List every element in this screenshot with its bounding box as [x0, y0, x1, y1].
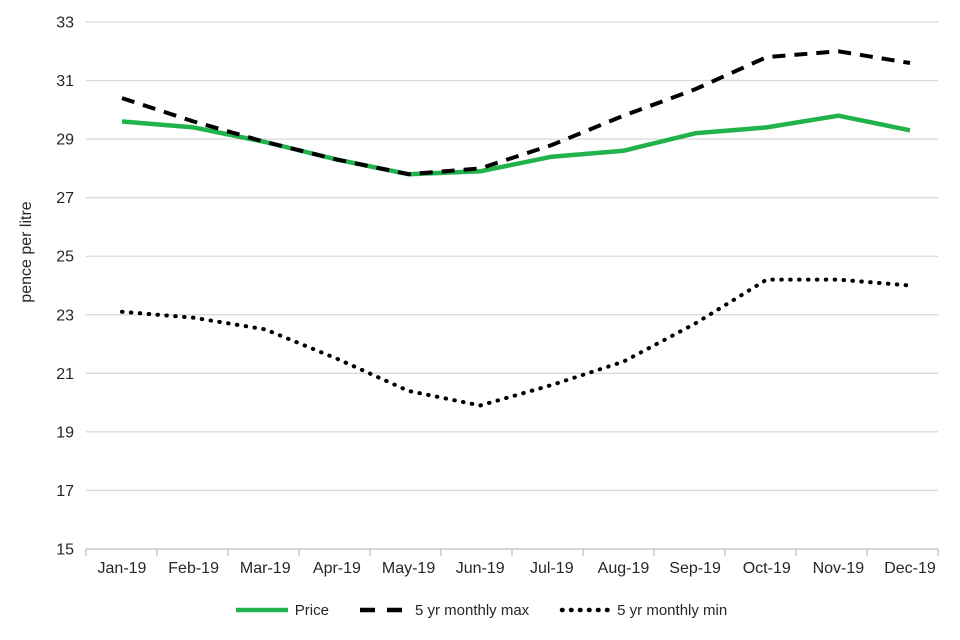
y-tick-label: 29 [56, 132, 74, 149]
x-tick-label: Aug-19 [598, 560, 650, 577]
y-tick-label: 33 [56, 15, 74, 32]
x-tick-label: Apr-19 [313, 560, 361, 577]
x-tick-label: Mar-19 [240, 560, 291, 577]
x-tick-label: Jun-19 [456, 560, 505, 577]
dashed-line-swatch-icon [359, 607, 410, 613]
x-tick-label: Sep-19 [669, 560, 721, 577]
legend-label-min: 5 yr monthly min [617, 601, 728, 619]
y-tick-label: 31 [56, 73, 74, 90]
y-tick-label: 15 [56, 542, 74, 559]
y-tick-label: 19 [56, 424, 74, 441]
legend-label-price: Price [294, 601, 329, 619]
solid-line-swatch-icon [235, 607, 288, 613]
series-line-dotted [120, 277, 912, 408]
x-tick-label: Dec-19 [884, 560, 936, 577]
y-tick-label: 21 [56, 366, 74, 383]
legend-label-max: 5 yr monthly max [414, 601, 530, 619]
x-tick-label: Jul-19 [530, 560, 574, 577]
legend-item-price: Price [233, 602, 329, 619]
y-tick-label: 23 [56, 307, 74, 324]
y-tick-label: 17 [56, 483, 74, 500]
x-tick-label: Oct-19 [743, 560, 791, 577]
dotted-line-swatch-icon [559, 607, 614, 613]
plot-area: pence per litre 15 17 19 21 23 25 27 29 31 33 Jan-… [18, 15, 939, 577]
legend-item-min: 5 yr monthly min [559, 602, 727, 619]
y-tick-label: 25 [56, 249, 74, 266]
x-tick-label: May-19 [382, 560, 435, 577]
y-axis-title: pence per litre [18, 201, 35, 302]
y-tick-label: 27 [56, 190, 74, 207]
series-line-solid [121, 113, 911, 177]
x-tick-label: Jan-19 [98, 560, 147, 577]
x-tick-label: Feb-19 [168, 560, 219, 577]
x-tick-label: Nov-19 [813, 560, 865, 577]
series-line-dashed [121, 49, 911, 177]
legend: Price 5 yr monthly max 5 yr monthly min [0, 594, 960, 626]
legend-item-max: 5 yr monthly max [359, 602, 529, 619]
